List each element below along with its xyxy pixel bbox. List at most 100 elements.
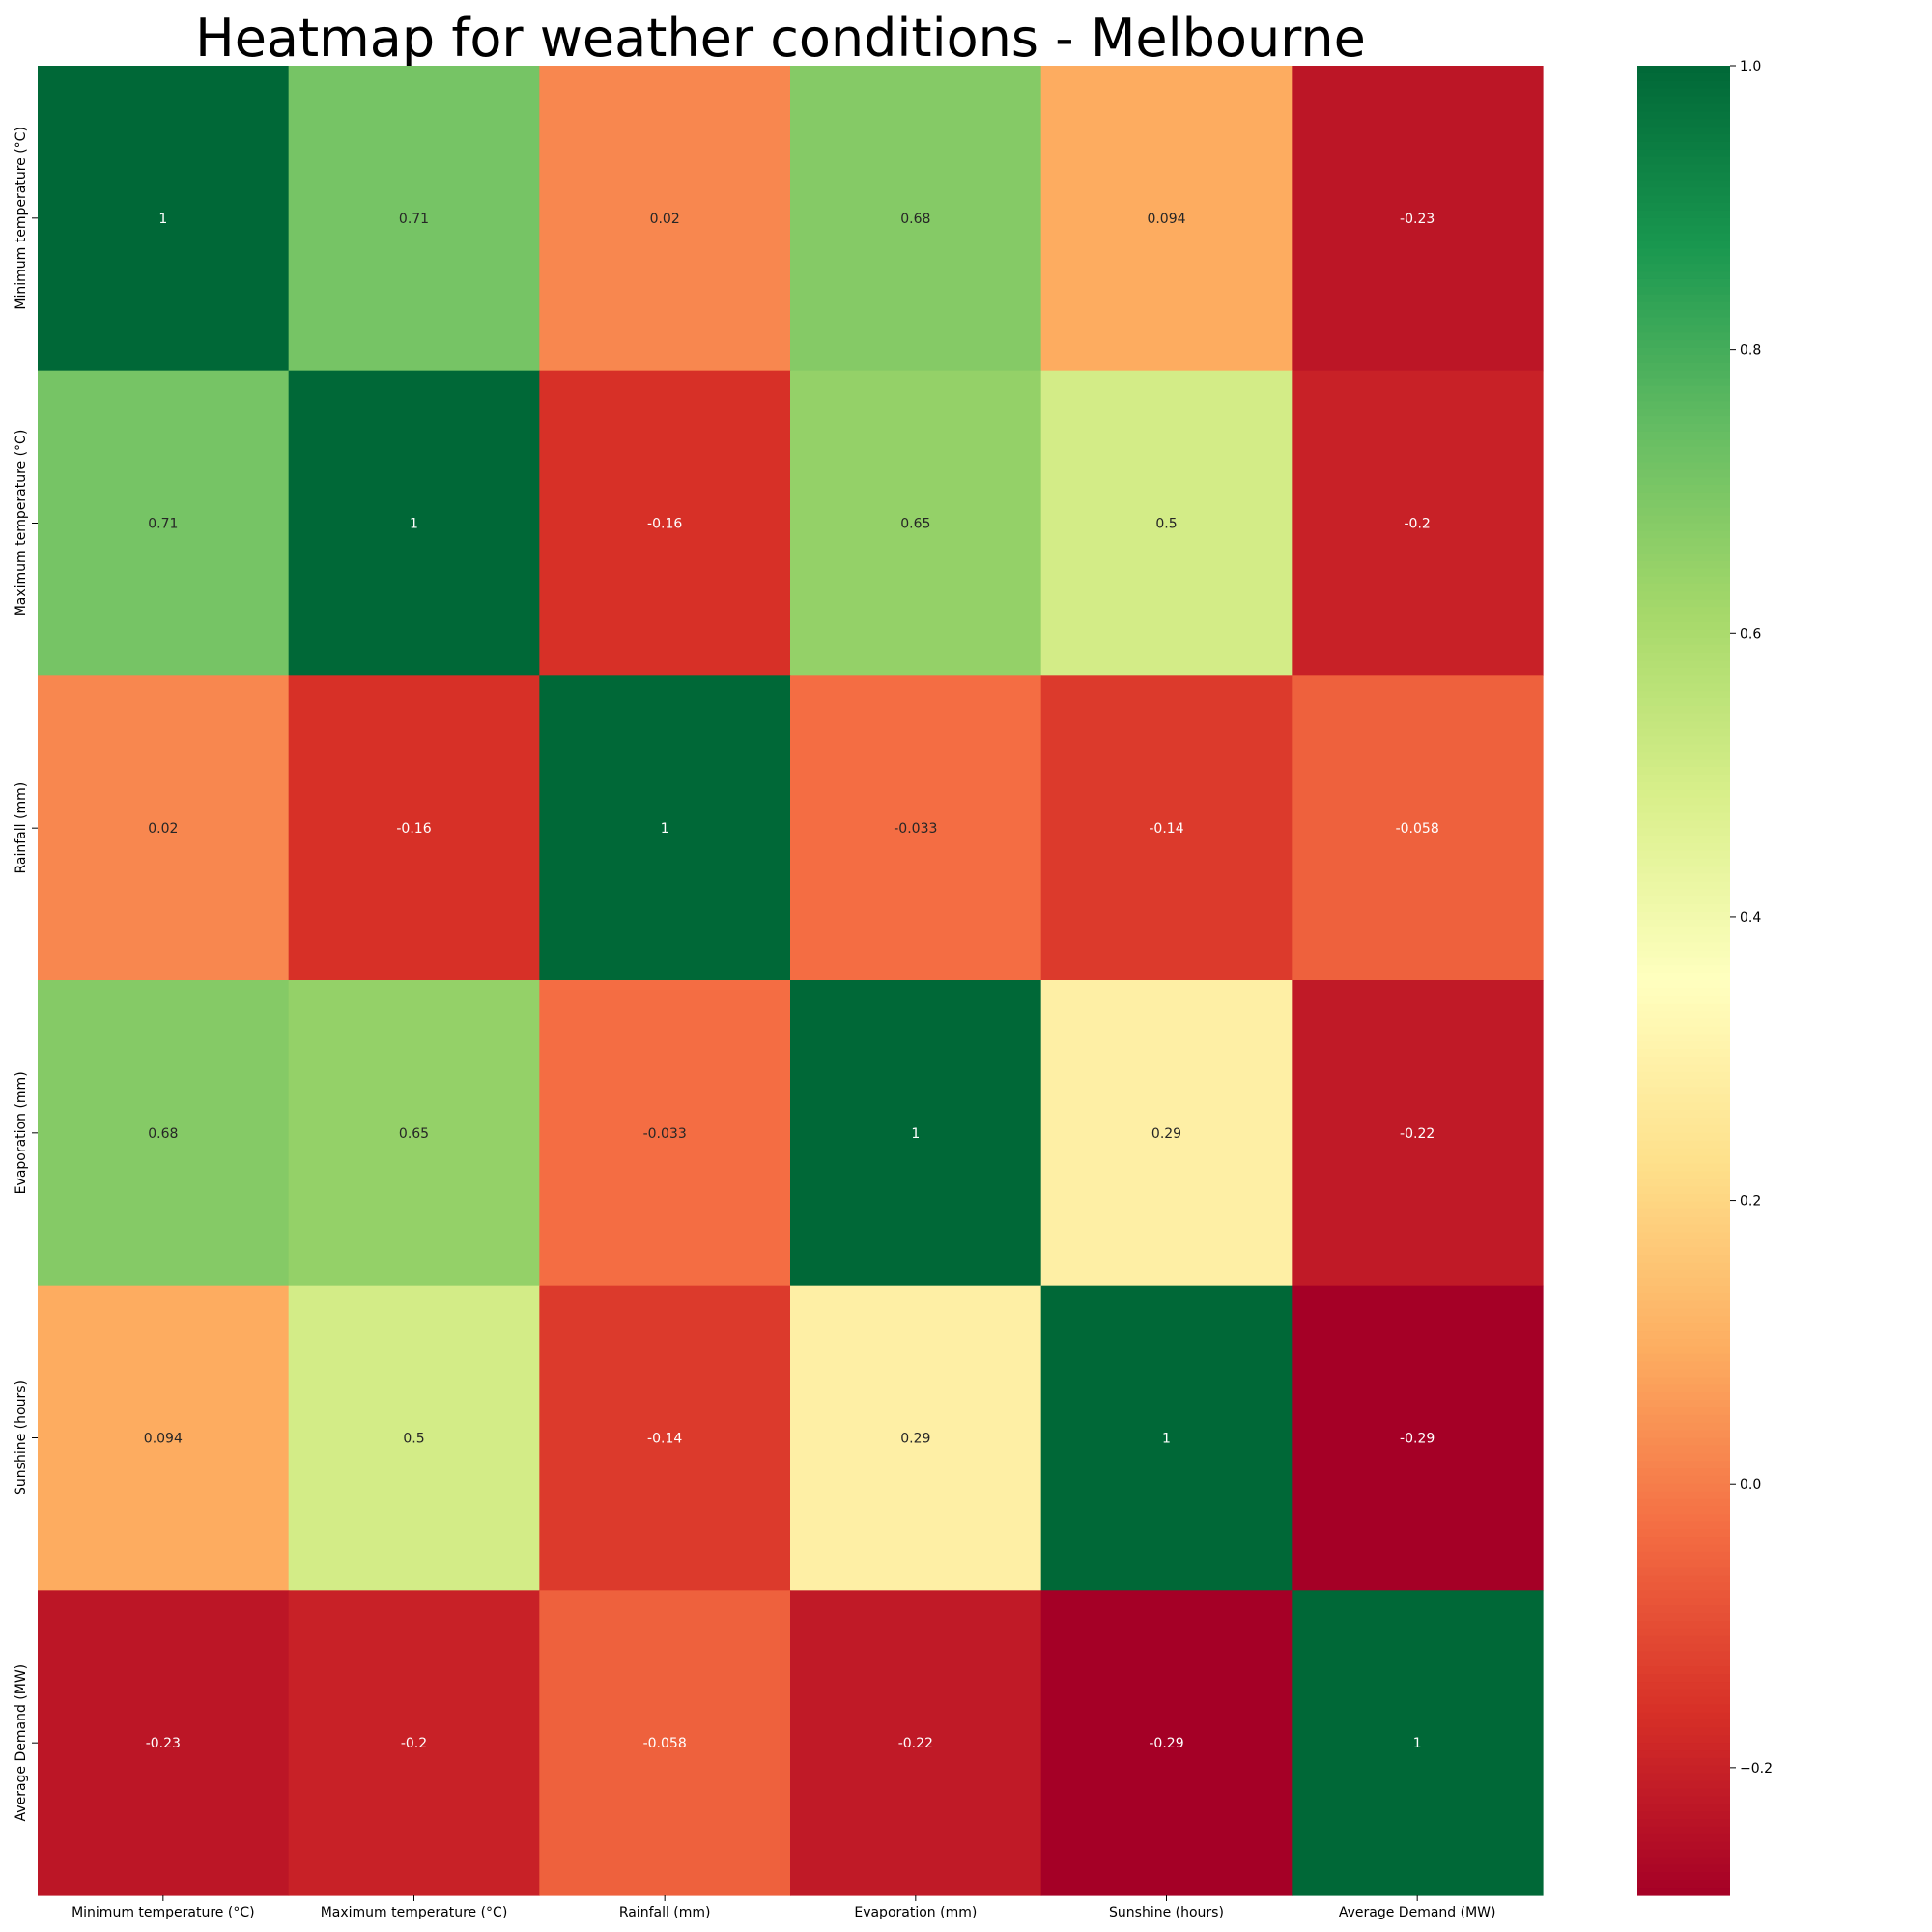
colorbar-segment (1637, 1796, 1730, 1804)
y-tick-label: Sunshine (hours) (14, 1380, 29, 1495)
colorbar-segment (1637, 568, 1730, 578)
colorbar-segment (1637, 111, 1730, 120)
colorbar-segment (1637, 1880, 1730, 1889)
colorbar-segment (1637, 1094, 1730, 1103)
heatmap-cell (38, 1590, 290, 1896)
cell-annotation: -0.2 (401, 1736, 427, 1751)
colorbar-segment (1637, 957, 1730, 966)
colorbar-segment (1637, 744, 1730, 753)
cell-annotation: 0.5 (403, 1432, 424, 1447)
colorbar-segment (1637, 1041, 1730, 1050)
cell-annotation: -0.14 (647, 1432, 682, 1447)
heatmap-cell (790, 675, 1042, 981)
colorbar-segment (1637, 1659, 1730, 1667)
colorbar-segment (1637, 385, 1730, 394)
colorbar-segment (1637, 1788, 1730, 1798)
colorbar-segment (1637, 1437, 1730, 1446)
cell-annotation: 0.02 (650, 212, 680, 227)
colorbar-segment (1637, 767, 1730, 776)
colorbar-segment (1637, 1338, 1730, 1348)
heatmap-cell (1292, 370, 1544, 676)
colorbar-tick-label: 0.8 (1740, 343, 1761, 358)
chart-title: Heatmap for weather conditions - Melbour… (195, 8, 1366, 69)
colorbar-segment (1637, 858, 1730, 867)
colorbar-segment (1637, 172, 1730, 181)
colorbar-segment (1637, 836, 1730, 844)
heatmap-cell (38, 370, 290, 676)
colorbar-segment (1637, 1712, 1730, 1721)
colorbar-segment (1637, 1750, 1730, 1759)
heatmap-cell (790, 66, 1042, 372)
colorbar-segment (1637, 127, 1730, 135)
colorbar-segment (1637, 317, 1730, 326)
heatmap-cell (790, 980, 1042, 1287)
colorbar-segment (1637, 1316, 1730, 1324)
colorbar-segment (1637, 599, 1730, 608)
x-tick-label: Rainfall (mm) (619, 1905, 711, 1920)
colorbar-segment (1637, 583, 1730, 593)
heatmap-cell (539, 370, 791, 676)
colorbar-segment (1637, 1773, 1730, 1782)
colorbar-segment (1637, 728, 1730, 738)
colorbar-segment (1637, 1034, 1730, 1042)
colorbar-segment (1637, 622, 1730, 631)
colorbar-segment (1637, 576, 1730, 585)
y-tick-label: Evaporation (mm) (14, 1071, 29, 1194)
heatmap-cell (539, 66, 791, 372)
colorbar-segment (1637, 1635, 1730, 1645)
colorbar-segment (1637, 530, 1730, 539)
colorbar-segment (1637, 1269, 1730, 1279)
cell-annotation: 1 (410, 517, 418, 532)
colorbar-segment (1637, 774, 1730, 783)
colorbar-tick-label: 0.4 (1740, 910, 1761, 925)
colorbar-segment (1637, 446, 1730, 456)
x-tick-label: Average Demand (MW) (1339, 1905, 1496, 1920)
y-tick-label: Minimum temperature (°C) (14, 127, 29, 309)
colorbar-segment (1637, 805, 1730, 813)
colorbar-segment (1637, 1514, 1730, 1522)
colorbar-segment (1637, 1171, 1730, 1179)
colorbar-segment (1637, 904, 1730, 913)
colorbar-tick-label: 0.6 (1740, 626, 1761, 641)
colorbar-segment (1637, 1414, 1730, 1424)
colorbar-segment (1637, 119, 1730, 128)
colorbar-segment (1637, 1277, 1730, 1287)
colorbar-segment (1637, 1406, 1730, 1416)
y-tick-label: Average Demand (MW) (14, 1664, 29, 1822)
colorbar-segment (1637, 325, 1730, 333)
colorbar-segment (1637, 1628, 1730, 1637)
colorbar-segment (1637, 241, 1730, 249)
colorbar-segment (1637, 1582, 1730, 1591)
x-axis: Minimum temperature (°C) Maximum temperat… (71, 1895, 1495, 1920)
colorbar-segment (1637, 896, 1730, 905)
heatmap-cell (1292, 1590, 1544, 1896)
colorbar-segment (1637, 1498, 1730, 1508)
colorbar-segment (1637, 1651, 1730, 1660)
heatmap-cell (1040, 370, 1293, 676)
colorbar-segment (1637, 332, 1730, 341)
cell-annotation: -0.23 (146, 1736, 181, 1751)
colorbar-segment (1637, 759, 1730, 768)
colorbar-segment (1637, 264, 1730, 272)
heatmap-cell (288, 675, 540, 981)
colorbar-segment (1637, 96, 1730, 105)
y-axis: Minimum temperature (°C) Maximum temperat… (14, 127, 38, 1821)
colorbar-segment (1637, 842, 1730, 852)
colorbar-segment (1637, 80, 1730, 90)
colorbar-segment (1637, 278, 1730, 288)
heatmap-cell (288, 1285, 540, 1591)
colorbar-segment (1637, 225, 1730, 235)
colorbar-segment (1637, 1208, 1730, 1218)
heatmap-cell (1292, 1285, 1544, 1591)
colorbar-segment (1637, 180, 1730, 188)
colorbar-segment (1637, 477, 1730, 486)
cell-annotation: 0.71 (399, 212, 429, 227)
colorbar-segment (1637, 1186, 1730, 1195)
colorbar-segment (1637, 294, 1730, 303)
y-tick-label: Maximum temperature (°C) (14, 430, 29, 617)
colorbar-segment (1637, 1735, 1730, 1744)
colorbar-segment (1637, 1193, 1730, 1203)
colorbar-segment (1637, 1682, 1730, 1690)
cell-annotation: 1 (1413, 1736, 1422, 1751)
cell-annotation: 0.68 (148, 1126, 178, 1142)
